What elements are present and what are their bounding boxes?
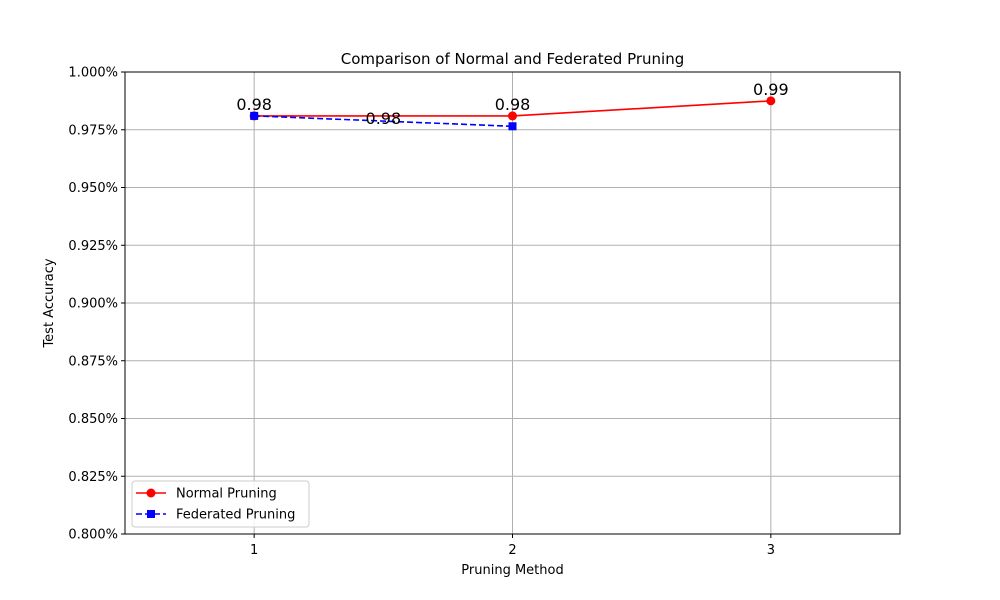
data-label: 0.99 (753, 80, 789, 99)
y-tick-label: 0.850% (68, 412, 118, 427)
legend-label: Federated Pruning (176, 508, 295, 523)
data-point-marker (146, 488, 156, 498)
data-point-marker (250, 111, 259, 120)
y-tick-label: 0.925% (68, 239, 118, 254)
legend: Normal Pruning Federated Pruning (131, 480, 310, 528)
series-line (254, 115, 513, 128)
data-label: 0.98 (366, 109, 402, 128)
x-tick-label: 2 (508, 543, 516, 558)
data-label: 0.98 (236, 95, 272, 114)
legend-label: Normal Pruning (176, 487, 277, 502)
data-labels: 0.98 0.98 0.99 0.98 (236, 80, 788, 128)
data-point-marker (766, 96, 776, 106)
data-point-marker (508, 111, 517, 121)
data-point-marker (508, 122, 517, 131)
series-layer (249, 96, 776, 131)
y-axis-title: Test Accuracy (42, 258, 57, 348)
x-axis-title: Pruning Method (461, 563, 563, 578)
x-tick-label: 3 (767, 543, 775, 558)
data-label: 0.98 (495, 95, 531, 114)
legend-box (131, 480, 310, 528)
y-tick-label: 1.000% (68, 66, 118, 81)
y-tick-label: 0.950% (68, 181, 118, 196)
x-axis: 1 2 3 (250, 534, 775, 558)
x-tick-label: 1 (250, 543, 258, 558)
y-axis: 0.800% 0.825% 0.850% 0.875% 0.900% 0.925% 0.95… (68, 66, 125, 543)
data-point-marker (147, 510, 155, 518)
chart-title: Comparison of Normal and Federated Pruni… (341, 50, 685, 68)
grid-lines (125, 71, 900, 535)
y-tick-label: 0.875% (68, 354, 118, 369)
y-tick-label: 0.825% (68, 470, 118, 485)
y-tick-label: 0.800% (68, 528, 118, 543)
y-tick-label: 0.975% (68, 123, 118, 138)
y-tick-label: 0.900% (68, 297, 118, 312)
